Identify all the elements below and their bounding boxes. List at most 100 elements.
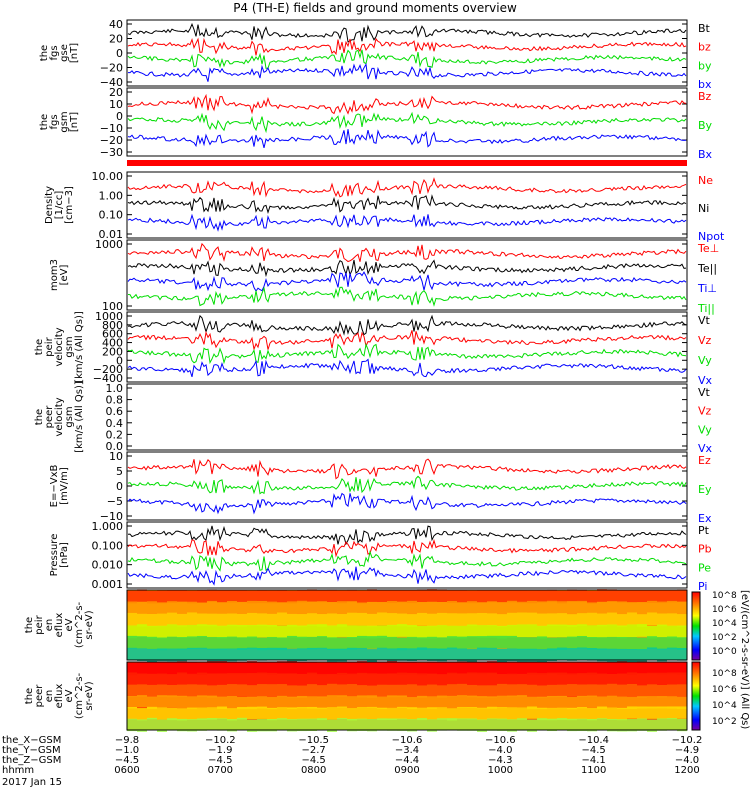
heatmap-cell (537, 625, 547, 639)
heatmap-cell (357, 612, 367, 626)
y-tick-label: 0 (116, 47, 123, 60)
heatmap-cell (547, 589, 557, 603)
heatmap-cell (307, 589, 317, 602)
heatmap-cell (527, 637, 537, 650)
heatmap-cell (157, 648, 167, 662)
heatmap-cell (257, 661, 267, 674)
heatmap-cell (247, 696, 257, 710)
heatmap-cell (407, 707, 417, 720)
heatmap-cell (657, 613, 667, 627)
heatmap-cell (607, 601, 617, 614)
heatmap-cell (147, 625, 157, 639)
heatmap-cell (427, 625, 437, 639)
heatmap-cell (647, 612, 657, 626)
heatmap-cell (657, 590, 667, 604)
heatmap-cell (427, 601, 437, 615)
heatmap-cell (237, 589, 247, 603)
heatmap-cell (587, 625, 597, 638)
heatmap-cell (227, 600, 237, 614)
heatmap-cell (477, 612, 487, 626)
heatmap-cell (577, 718, 587, 732)
heatmap-cell (177, 695, 187, 709)
heatmap-cell (417, 707, 427, 721)
heatmap-cell (367, 636, 377, 649)
heatmap-cell (127, 684, 137, 697)
heatmap-cell (667, 684, 677, 697)
heatmap-cell (227, 636, 237, 650)
heatmap-cell (557, 684, 567, 697)
series-line-bx (128, 62, 687, 82)
heatmap-cell (387, 590, 397, 604)
y-axis-label-line: the (34, 339, 45, 355)
y-tick-label: −200 (93, 363, 123, 376)
heatmap-cell (237, 601, 247, 615)
heatmap-cell (557, 662, 567, 675)
heatmap-cell (337, 601, 347, 614)
xaxis-value: −1.0 (115, 745, 139, 756)
heatmap-cell (397, 613, 407, 627)
heatmap-cell (167, 661, 177, 675)
heatmap-cell (447, 601, 457, 614)
legend-Te⊥: Te⊥ (697, 242, 719, 255)
y-axis-label-line: sr-eV) (84, 610, 95, 639)
heatmap-cell (517, 590, 527, 604)
heatmap-cell (487, 696, 497, 709)
heatmap-cell (557, 718, 567, 731)
y-tick-label: 0.6 (106, 405, 124, 418)
heatmap-cell (247, 672, 257, 686)
heatmap-cell (307, 613, 317, 626)
heatmap-cell (677, 614, 687, 627)
heatmap-cell (307, 662, 317, 675)
heatmap-cell (227, 684, 237, 697)
heatmap-cell (407, 625, 417, 638)
heatmap-cell (637, 624, 647, 637)
heatmap-cell (217, 589, 227, 603)
heatmap-cell (237, 661, 247, 675)
heatmap-cell (407, 614, 417, 627)
heatmap-cell (437, 674, 447, 687)
heatmap-cell (257, 672, 267, 685)
y-tick-label: 0 (116, 354, 123, 367)
heatmap-cell (627, 719, 637, 732)
heatmap-cell (297, 661, 307, 674)
heatmap-cell (367, 695, 377, 708)
legend-Ni: Ni (698, 202, 709, 215)
heatmap-cell (277, 718, 287, 731)
heatmap-cell (627, 612, 637, 626)
heatmap-cell (337, 695, 347, 708)
heatmap-cell (127, 718, 137, 732)
heatmap-cell (307, 684, 317, 697)
heatmap-cell (417, 589, 427, 603)
heatmap-cell (137, 589, 147, 603)
y-axis-label-line: eflux (54, 613, 65, 638)
heatmap-cell (657, 624, 667, 638)
heatmap-cell (647, 636, 657, 649)
heatmap-cell (127, 635, 137, 649)
y-tick-label: 0 (116, 110, 123, 123)
y-axis-label-line: [nT] (69, 112, 80, 132)
panel-density: 10.00 1.00 0.10 0.01 Density [1/cc] [cm−3] Ne Ni… (44, 170, 725, 243)
heatmap-cell (577, 673, 587, 686)
heatmap-cell (207, 695, 217, 708)
heatmap-cell (287, 601, 297, 615)
heatmap-cell (447, 695, 457, 709)
heatmap-cell (577, 647, 587, 661)
heatmap-cell (367, 706, 377, 720)
heatmap-cell (557, 707, 567, 721)
heatmap-cell (197, 635, 207, 649)
heatmap-cell (137, 719, 147, 732)
heatmap-cell (207, 707, 217, 720)
y-tick-label: 200 (102, 345, 123, 358)
heatmap-cell (587, 612, 597, 626)
heatmap-cell (477, 672, 487, 685)
heatmap-cell (637, 614, 647, 627)
heatmap-cell (617, 625, 627, 639)
heatmap-cell (327, 662, 337, 675)
heatmap-cell (197, 695, 207, 708)
heatmap-cell (217, 684, 227, 698)
heatmap-cell (497, 718, 507, 731)
heatmap-cell (327, 637, 337, 650)
heatmap-cell (367, 661, 377, 675)
heatmap-cell (467, 590, 477, 604)
